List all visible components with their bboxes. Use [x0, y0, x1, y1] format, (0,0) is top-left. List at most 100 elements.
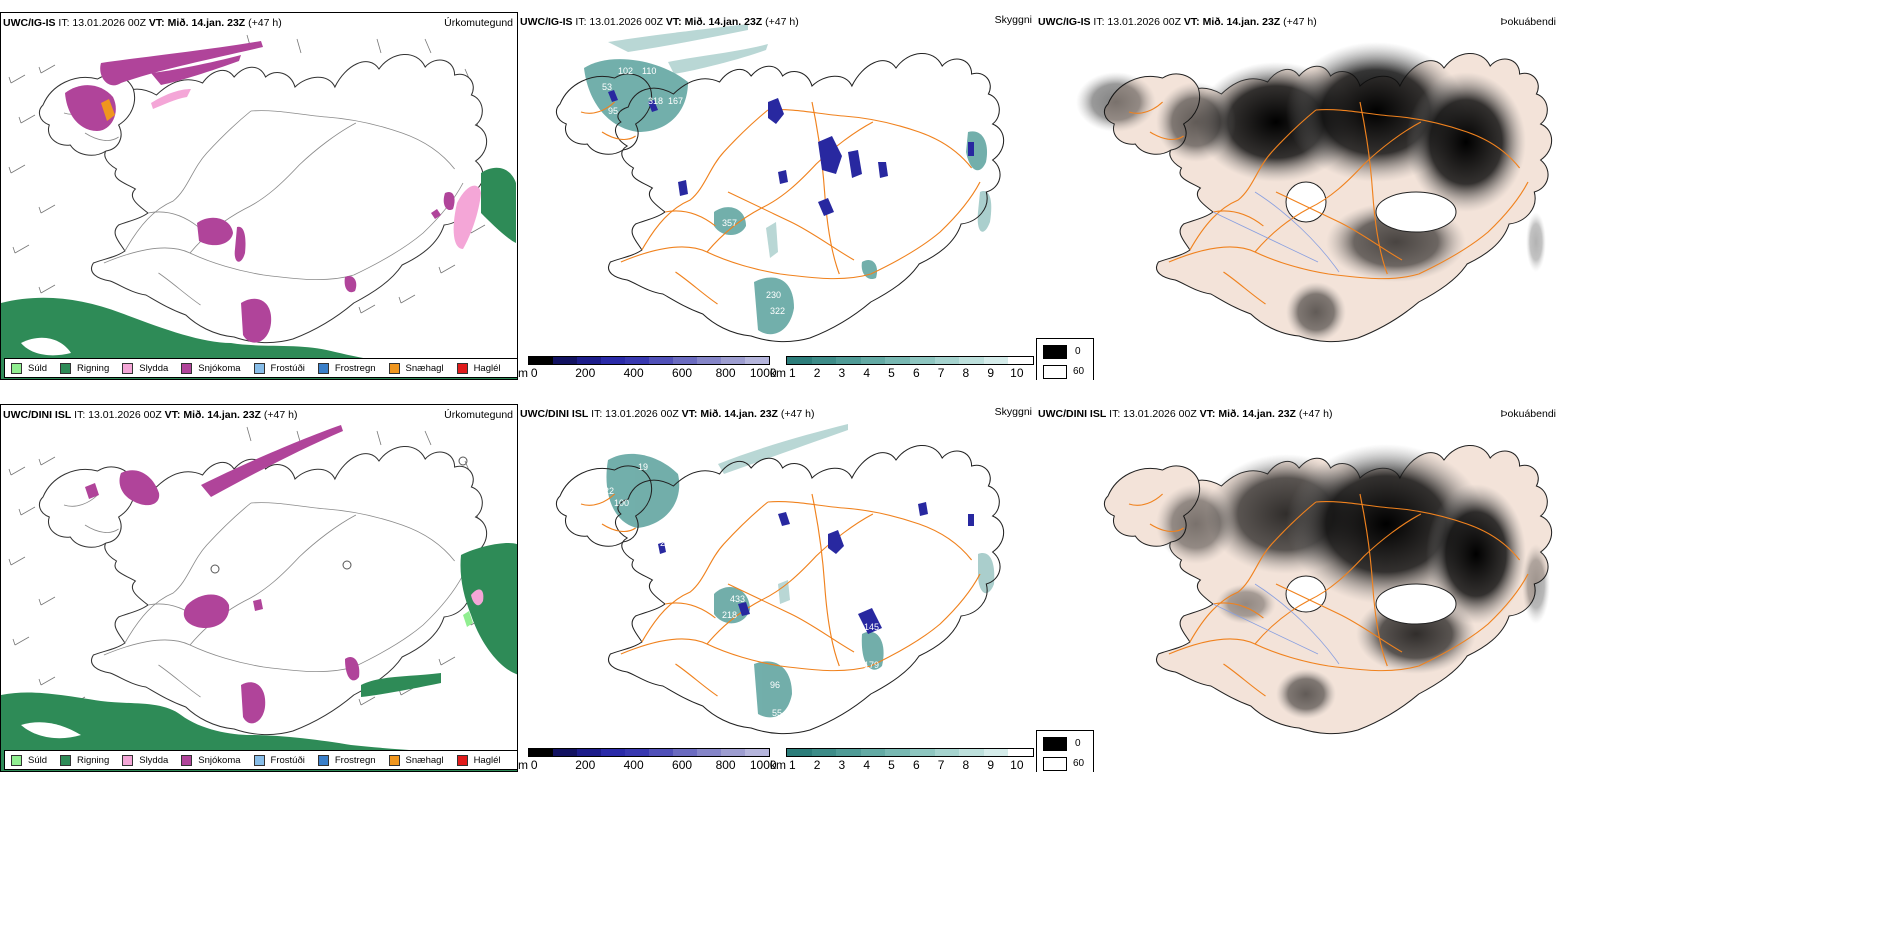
visibility-label: 102 — [618, 66, 633, 76]
colorbar-tick: 400 — [623, 758, 644, 772]
colorbar-tick: 4 — [863, 758, 871, 772]
visibility-value-labels: 19 22 100 368 248 433 218 145 179 96 55 — [604, 462, 879, 718]
legend-swatch — [11, 362, 22, 374]
panel-product-title: Skyggni — [994, 406, 1032, 418]
legend-swatch — [122, 754, 134, 766]
colorbar-unit: km — [770, 758, 786, 772]
fog-index-fields — [1076, 42, 1546, 342]
legend-swatch — [181, 362, 193, 374]
colorbar-unit: m — [518, 366, 528, 380]
ice-pellet-area — [101, 99, 115, 121]
legend-swatch — [388, 362, 400, 374]
colorbar-tick: 9 — [987, 758, 995, 772]
cloud-vis-panel-bottom: 19 22 100 368 248 433 218 145 179 96 55 … — [518, 404, 1036, 772]
fog-index-panel-bottom: UWC/DINI ISL IT: 13.01.2026 00Z VT: Mið.… — [1036, 404, 1560, 772]
legend-swatch — [11, 754, 22, 766]
panel-title: UWC/DINI ISL IT: 13.01.2026 00Z VT: Mið.… — [3, 409, 298, 421]
colorbar-tick: 2 — [813, 758, 821, 772]
precip-type-map — [1, 425, 517, 771]
visibility-label: 22 — [604, 486, 614, 496]
panel-title: UWC/DINI ISL IT: 13.01.2026 00Z VT: Mið.… — [1038, 408, 1333, 420]
precip-type-panel-bottom: UWC/DINI ISL IT: 13.01.2026 00Z VT: Mið.… — [0, 404, 518, 772]
fog-index-map — [1103, 444, 1553, 735]
legend-swatch — [253, 754, 265, 766]
colorbar-tick: 800 — [715, 366, 736, 380]
visibility-label: 55 — [772, 708, 782, 718]
legend-swatch — [456, 754, 468, 766]
visibility-label: 100 — [614, 498, 629, 508]
precip-type-legend: Súld Rigning Slydda Snjókoma Frostúði Fr… — [4, 358, 517, 378]
precip-type-map — [1, 34, 517, 379]
visibility-label: 167 — [668, 96, 683, 106]
legend-swatch — [317, 754, 329, 766]
visibility-areas — [606, 424, 995, 718]
visibility-label: 318 — [648, 96, 663, 106]
colorbar-tick: 6 — [912, 758, 920, 772]
colorbar-tick: 200 — [575, 758, 596, 772]
colorbar-tick: 600 — [672, 758, 693, 772]
cloud-base-colorbar: 0 200 400 600 800 1000 — [528, 356, 777, 380]
visibility-label: 110 — [642, 66, 656, 76]
precip-type-panel-top: UWC/IG-IS IT: 13.01.2026 00Z VT: Mið. 14… — [0, 12, 518, 380]
colorbar-tick: 0 — [530, 758, 538, 772]
cloud-vis-map: 19 22 100 368 248 433 218 145 179 96 55 — [555, 424, 1005, 735]
legend-swatch — [317, 362, 329, 374]
colorbar-tick: 6 — [912, 366, 920, 380]
panel-title: UWC/IG-IS IT: 13.01.2026 00Z VT: Mið. 14… — [3, 17, 282, 29]
visibility-colorbar: 1 2 3 4 5 6 7 8 9 10 — [786, 748, 1034, 772]
colorbar-tick: 200 — [575, 366, 596, 380]
colorbar-tick: 1000 — [749, 366, 777, 380]
fog-index-legend: 0 60 — [1036, 338, 1094, 380]
colorbar-tick: 800 — [715, 758, 736, 772]
legend-swatch — [253, 362, 265, 374]
visibility-label: 96 — [770, 680, 780, 690]
colorbar-unit: km — [770, 366, 786, 380]
visibility-label: 322 — [770, 306, 785, 316]
colorbar-tick: 400 — [623, 366, 644, 380]
colorbar-tick: 3 — [838, 758, 846, 772]
colorbar-tick: 10 — [1010, 758, 1024, 772]
sleet-areas — [151, 89, 481, 249]
visibility-label: 433 — [730, 594, 745, 604]
visibility-label: 10 — [778, 124, 788, 134]
visibility-label: 95 — [608, 106, 618, 116]
legend-swatch — [60, 754, 72, 766]
panel-product-title: Þokuábendi — [1500, 408, 1556, 420]
colorbar-tick: 2 — [813, 366, 821, 380]
fog-index-fields — [1156, 444, 1550, 719]
colorbar-tick: 3 — [838, 366, 846, 380]
colorbar-tick: 5 — [888, 366, 895, 380]
cloud-base-colorbar: 0 200 400 600 800 1000 — [528, 748, 777, 772]
snow-areas — [85, 425, 360, 724]
colorbar-unit: m — [518, 758, 528, 772]
colorbar-tick: 600 — [672, 366, 693, 380]
fog-index-panel-top: UWC/IG-IS IT: 13.01.2026 00Z VT: Mið. 14… — [1036, 12, 1560, 380]
drizzle-area — [463, 611, 473, 627]
panel-product-title: Úrkomutegund — [444, 409, 513, 421]
colorbar-tick: 9 — [987, 366, 995, 380]
colorbar-tick: 5 — [888, 758, 895, 772]
sleet-area — [471, 589, 484, 606]
fog-index-legend: 0 60 — [1036, 730, 1094, 772]
panel-title: UWC/IG-IS IT: 13.01.2026 00Z VT: Mið. 14… — [520, 16, 799, 28]
visibility-value-labels: 102 110 53 318 167 95 357 230 322 19 10 — [602, 66, 798, 316]
colorbar-tick: 0 — [530, 366, 538, 380]
cloud-vis-map: 102 110 53 318 167 95 357 230 322 19 10 — [555, 24, 1005, 343]
legend-swatch — [388, 754, 400, 766]
colorbar-tick: 1 — [788, 366, 796, 380]
cloud-vis-panel-top: 102 110 53 318 167 95 357 230 322 19 10 … — [518, 12, 1036, 380]
colorbar-tick: 4 — [863, 366, 871, 380]
fog-index-map — [1076, 42, 1553, 343]
visibility-colorbar: 1 2 3 4 5 6 7 8 9 10 — [786, 356, 1034, 380]
colorbar-tick: 10 — [1010, 366, 1024, 380]
snow-areas — [65, 41, 455, 343]
precip-type-legend: Súld Rigning Slydda Snjókoma Frostúði Fr… — [4, 750, 517, 770]
visibility-label: 230 — [766, 290, 781, 300]
panel-title: UWC/IG-IS IT: 13.01.2026 00Z VT: Mið. 14… — [1038, 16, 1317, 28]
panel-product-title: Úrkomutegund — [444, 17, 513, 29]
visibility-label: 53 — [602, 82, 612, 92]
visibility-label: 368 — [658, 524, 673, 534]
low-cloud-base-areas — [658, 502, 974, 634]
legend-swatch — [456, 362, 468, 374]
visibility-label: 248 — [660, 538, 675, 548]
